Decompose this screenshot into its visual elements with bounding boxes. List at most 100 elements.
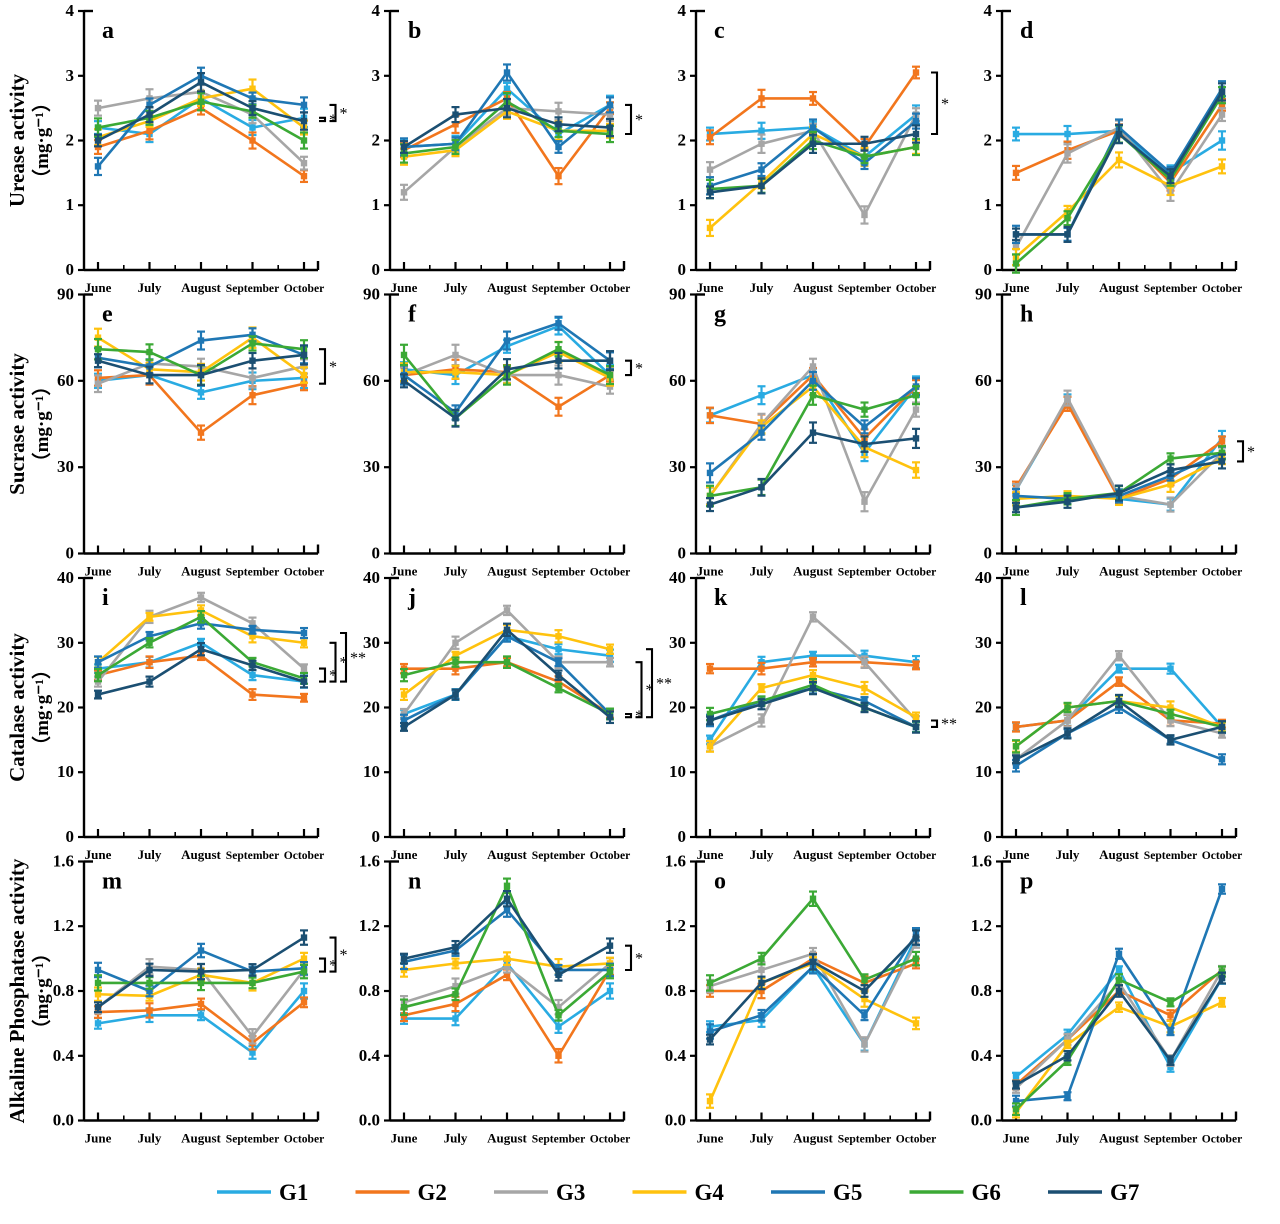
svg-text:June: June xyxy=(697,280,724,295)
svg-text:G3: G3 xyxy=(556,1180,585,1205)
svg-text:40: 40 xyxy=(57,568,74,587)
svg-text:September: September xyxy=(1144,1133,1197,1146)
svg-text:3: 3 xyxy=(984,66,993,85)
svg-text:0: 0 xyxy=(372,260,381,279)
svg-text:October: October xyxy=(1202,1133,1243,1146)
svg-text:June: June xyxy=(391,1131,418,1146)
svg-text:0: 0 xyxy=(984,260,993,279)
svg-text:October: October xyxy=(284,849,325,862)
svg-text:August: August xyxy=(1099,564,1139,579)
svg-text:August: August xyxy=(1099,847,1139,862)
svg-text:*: * xyxy=(635,360,643,377)
svg-text:1.6: 1.6 xyxy=(665,852,686,871)
svg-text:Catalase activity: Catalase activity xyxy=(5,633,29,782)
svg-text:2: 2 xyxy=(66,131,75,150)
svg-text:August: August xyxy=(181,564,221,579)
svg-text:Alkaline Phosphatase activity: Alkaline Phosphatase activity xyxy=(5,858,29,1123)
svg-text:3: 3 xyxy=(372,66,381,85)
svg-text:（mg·g⁻¹）: （mg·g⁻¹） xyxy=(30,93,53,188)
svg-text:*: * xyxy=(635,112,643,129)
svg-text:（mg·g⁻¹）: （mg·g⁻¹） xyxy=(30,944,53,1039)
svg-text:1: 1 xyxy=(678,195,687,214)
svg-text:0: 0 xyxy=(984,827,993,846)
svg-text:September: September xyxy=(838,282,891,295)
svg-text:August: August xyxy=(1099,280,1139,295)
svg-text:0.0: 0.0 xyxy=(359,1111,380,1130)
svg-text:40: 40 xyxy=(669,568,686,587)
svg-text:August: August xyxy=(181,280,221,295)
svg-text:90: 90 xyxy=(975,285,992,304)
svg-text:July: July xyxy=(138,280,162,295)
svg-text:July: July xyxy=(444,1131,468,1146)
svg-text:20: 20 xyxy=(363,698,380,717)
svg-text:0.4: 0.4 xyxy=(359,1046,381,1065)
svg-text:0: 0 xyxy=(678,827,687,846)
svg-text:Sucrase activity: Sucrase activity xyxy=(5,353,29,495)
svg-text:30: 30 xyxy=(669,633,686,652)
svg-text:m: m xyxy=(102,869,122,895)
svg-text:*: * xyxy=(1247,444,1255,461)
svg-text:1.2: 1.2 xyxy=(665,916,686,935)
svg-text:10: 10 xyxy=(669,762,686,781)
svg-text:0: 0 xyxy=(66,260,75,279)
svg-text:September: September xyxy=(532,1133,585,1146)
svg-text:June: June xyxy=(1003,280,1030,295)
svg-text:June: June xyxy=(391,564,418,579)
svg-text:June: June xyxy=(1003,1131,1030,1146)
svg-text:July: July xyxy=(444,280,468,295)
svg-text:**: ** xyxy=(656,676,672,693)
svg-text:60: 60 xyxy=(975,371,992,390)
svg-text:October: October xyxy=(590,566,631,579)
svg-text:September: September xyxy=(1144,849,1197,862)
svg-text:0.8: 0.8 xyxy=(359,981,380,1000)
svg-text:G1: G1 xyxy=(279,1180,308,1205)
svg-text:0.4: 0.4 xyxy=(971,1046,993,1065)
svg-text:0.4: 0.4 xyxy=(53,1046,75,1065)
svg-text:August: August xyxy=(793,564,833,579)
svg-text:August: August xyxy=(181,847,221,862)
svg-text:*: * xyxy=(635,950,643,967)
svg-text:c: c xyxy=(714,18,725,44)
svg-text:e: e xyxy=(102,302,113,328)
svg-text:0: 0 xyxy=(678,260,687,279)
svg-text:July: July xyxy=(138,847,162,862)
svg-text:4: 4 xyxy=(984,1,993,20)
svg-text:4: 4 xyxy=(372,1,381,20)
svg-text:June: June xyxy=(697,1131,724,1146)
svg-text:September: September xyxy=(838,1133,891,1146)
svg-text:G6: G6 xyxy=(972,1180,1001,1205)
svg-text:August: August xyxy=(181,1131,221,1146)
svg-text:0: 0 xyxy=(66,544,75,563)
svg-text:k: k xyxy=(714,585,728,611)
svg-text:1.2: 1.2 xyxy=(971,916,992,935)
svg-text:October: October xyxy=(284,566,325,579)
svg-text:June: June xyxy=(697,847,724,862)
svg-text:0.0: 0.0 xyxy=(665,1111,686,1130)
svg-text:0.0: 0.0 xyxy=(53,1111,74,1130)
svg-text:August: August xyxy=(487,1131,527,1146)
svg-text:90: 90 xyxy=(363,285,380,304)
svg-text:October: October xyxy=(896,1133,937,1146)
svg-text:0.8: 0.8 xyxy=(971,981,992,1000)
svg-text:August: August xyxy=(1099,1131,1139,1146)
svg-text:July: July xyxy=(750,1131,774,1146)
svg-text:July: July xyxy=(1056,847,1080,862)
svg-text:July: July xyxy=(444,564,468,579)
svg-text:June: June xyxy=(85,1131,112,1146)
svg-text:September: September xyxy=(226,849,279,862)
svg-text:July: July xyxy=(138,564,162,579)
svg-text:30: 30 xyxy=(57,633,74,652)
svg-text:August: August xyxy=(487,564,527,579)
svg-text:June: June xyxy=(85,847,112,862)
svg-text:10: 10 xyxy=(975,762,992,781)
svg-text:October: October xyxy=(1202,566,1243,579)
svg-text:G7: G7 xyxy=(1110,1180,1139,1205)
svg-text:j: j xyxy=(407,585,416,611)
svg-text:a: a xyxy=(102,18,114,44)
svg-text:30: 30 xyxy=(363,457,380,476)
svg-text:0: 0 xyxy=(372,827,381,846)
svg-text:*: * xyxy=(340,106,348,123)
svg-text:30: 30 xyxy=(57,457,74,476)
svg-text:30: 30 xyxy=(669,457,686,476)
svg-text:10: 10 xyxy=(363,762,380,781)
